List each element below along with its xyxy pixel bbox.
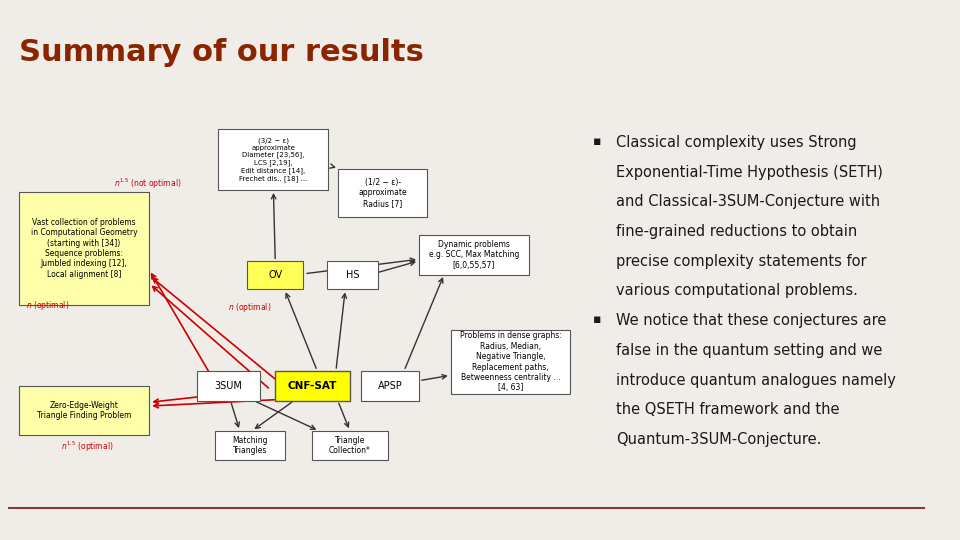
Text: Vast collection of problems
in Computational Geometry
(starting with [34])
Seque: Vast collection of problems in Computati… — [31, 218, 137, 279]
Text: Zero-Edge-Weight
Triangle Finding Problem: Zero-Edge-Weight Triangle Finding Proble… — [36, 401, 132, 420]
FancyBboxPatch shape — [419, 234, 529, 275]
FancyBboxPatch shape — [197, 372, 260, 401]
Text: Summary of our results: Summary of our results — [18, 38, 423, 67]
Text: introduce quantum analogues namely: introduce quantum analogues namely — [615, 373, 896, 388]
Text: CNF-SAT: CNF-SAT — [288, 381, 337, 391]
Text: 3SUM: 3SUM — [215, 381, 243, 391]
FancyBboxPatch shape — [338, 169, 427, 217]
FancyBboxPatch shape — [218, 129, 328, 190]
FancyBboxPatch shape — [327, 261, 378, 289]
Text: OV: OV — [268, 271, 282, 280]
Text: We notice that these conjectures are: We notice that these conjectures are — [615, 313, 886, 328]
Text: Problems in dense graphs:
Radius, Median,
Negative Triangle,
Replacement paths,
: Problems in dense graphs: Radius, Median… — [460, 332, 562, 392]
Text: Triangle
Collection*: Triangle Collection* — [329, 436, 371, 455]
FancyBboxPatch shape — [215, 431, 285, 460]
Text: Classical complexity uses Strong: Classical complexity uses Strong — [615, 135, 856, 150]
FancyBboxPatch shape — [361, 372, 419, 401]
Text: (3/2 − ε)
approximate
Diameter [23,56],
LCS [2,19],
Edit distance [14],
Frechet : (3/2 − ε) approximate Diameter [23,56], … — [239, 137, 307, 181]
FancyBboxPatch shape — [450, 330, 570, 394]
Text: HS: HS — [346, 271, 359, 280]
Text: $n^{1.5}$ (optimal): $n^{1.5}$ (optimal) — [60, 440, 113, 454]
Text: precise complexity statements for: precise complexity statements for — [615, 254, 867, 269]
Text: false in the quantum setting and we: false in the quantum setting and we — [615, 343, 882, 358]
FancyBboxPatch shape — [276, 372, 349, 401]
Text: the QSETH framework and the: the QSETH framework and the — [615, 402, 839, 417]
FancyBboxPatch shape — [248, 261, 303, 289]
Text: ▪: ▪ — [592, 135, 601, 148]
Text: and Classical-3SUM-Conjecture with: and Classical-3SUM-Conjecture with — [615, 194, 880, 210]
Text: ▪: ▪ — [592, 313, 601, 326]
Text: Exponential-Time Hypothesis (SETH): Exponential-Time Hypothesis (SETH) — [615, 165, 882, 180]
Text: APSP: APSP — [377, 381, 402, 391]
Text: various computational problems.: various computational problems. — [615, 284, 857, 299]
Text: (1/2 − ε)-
approximate
Radius [7]: (1/2 − ε)- approximate Radius [7] — [358, 178, 407, 208]
Text: $n$ (optimal): $n$ (optimal) — [228, 301, 271, 314]
Text: $n^{1.5}$ (not optimal): $n^{1.5}$ (not optimal) — [114, 177, 181, 191]
Text: Matching
Triangles: Matching Triangles — [232, 436, 268, 455]
Text: $n$ (optimal): $n$ (optimal) — [26, 299, 69, 312]
Text: Quantum-3SUM-Conjecture.: Quantum-3SUM-Conjecture. — [615, 432, 821, 447]
Text: Dynamic problems
e.g. SCC, Max Matching
[6,0,55,57]: Dynamic problems e.g. SCC, Max Matching … — [429, 240, 519, 270]
FancyBboxPatch shape — [18, 192, 150, 305]
FancyBboxPatch shape — [312, 431, 388, 460]
Text: fine-grained reductions to obtain: fine-grained reductions to obtain — [615, 224, 857, 239]
FancyBboxPatch shape — [18, 386, 150, 435]
